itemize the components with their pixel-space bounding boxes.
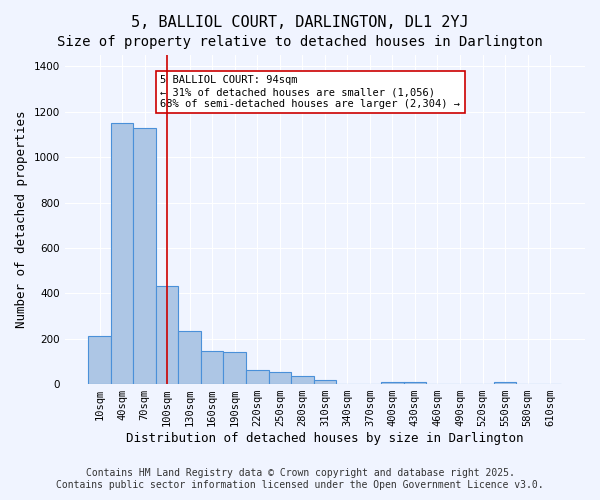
- Bar: [494, 382, 516, 384]
- Bar: [88, 336, 111, 384]
- Bar: [381, 382, 404, 384]
- Text: Size of property relative to detached houses in Darlington: Size of property relative to detached ho…: [57, 35, 543, 49]
- Bar: [156, 286, 178, 384]
- Bar: [133, 128, 156, 384]
- Bar: [291, 376, 314, 384]
- Text: Contains HM Land Registry data © Crown copyright and database right 2025.
Contai: Contains HM Land Registry data © Crown c…: [56, 468, 544, 490]
- Bar: [314, 380, 336, 384]
- Text: 5, BALLIOL COURT, DARLINGTON, DL1 2YJ: 5, BALLIOL COURT, DARLINGTON, DL1 2YJ: [131, 15, 469, 30]
- Bar: [404, 382, 426, 384]
- X-axis label: Distribution of detached houses by size in Darlington: Distribution of detached houses by size …: [126, 432, 524, 445]
- Bar: [223, 352, 246, 384]
- Text: 5 BALLIOL COURT: 94sqm
← 31% of detached houses are smaller (1,056)
68% of semi-: 5 BALLIOL COURT: 94sqm ← 31% of detached…: [160, 76, 460, 108]
- Bar: [269, 372, 291, 384]
- Bar: [111, 123, 133, 384]
- Bar: [246, 370, 269, 384]
- Bar: [178, 330, 201, 384]
- Bar: [201, 351, 223, 384]
- Y-axis label: Number of detached properties: Number of detached properties: [15, 111, 28, 328]
